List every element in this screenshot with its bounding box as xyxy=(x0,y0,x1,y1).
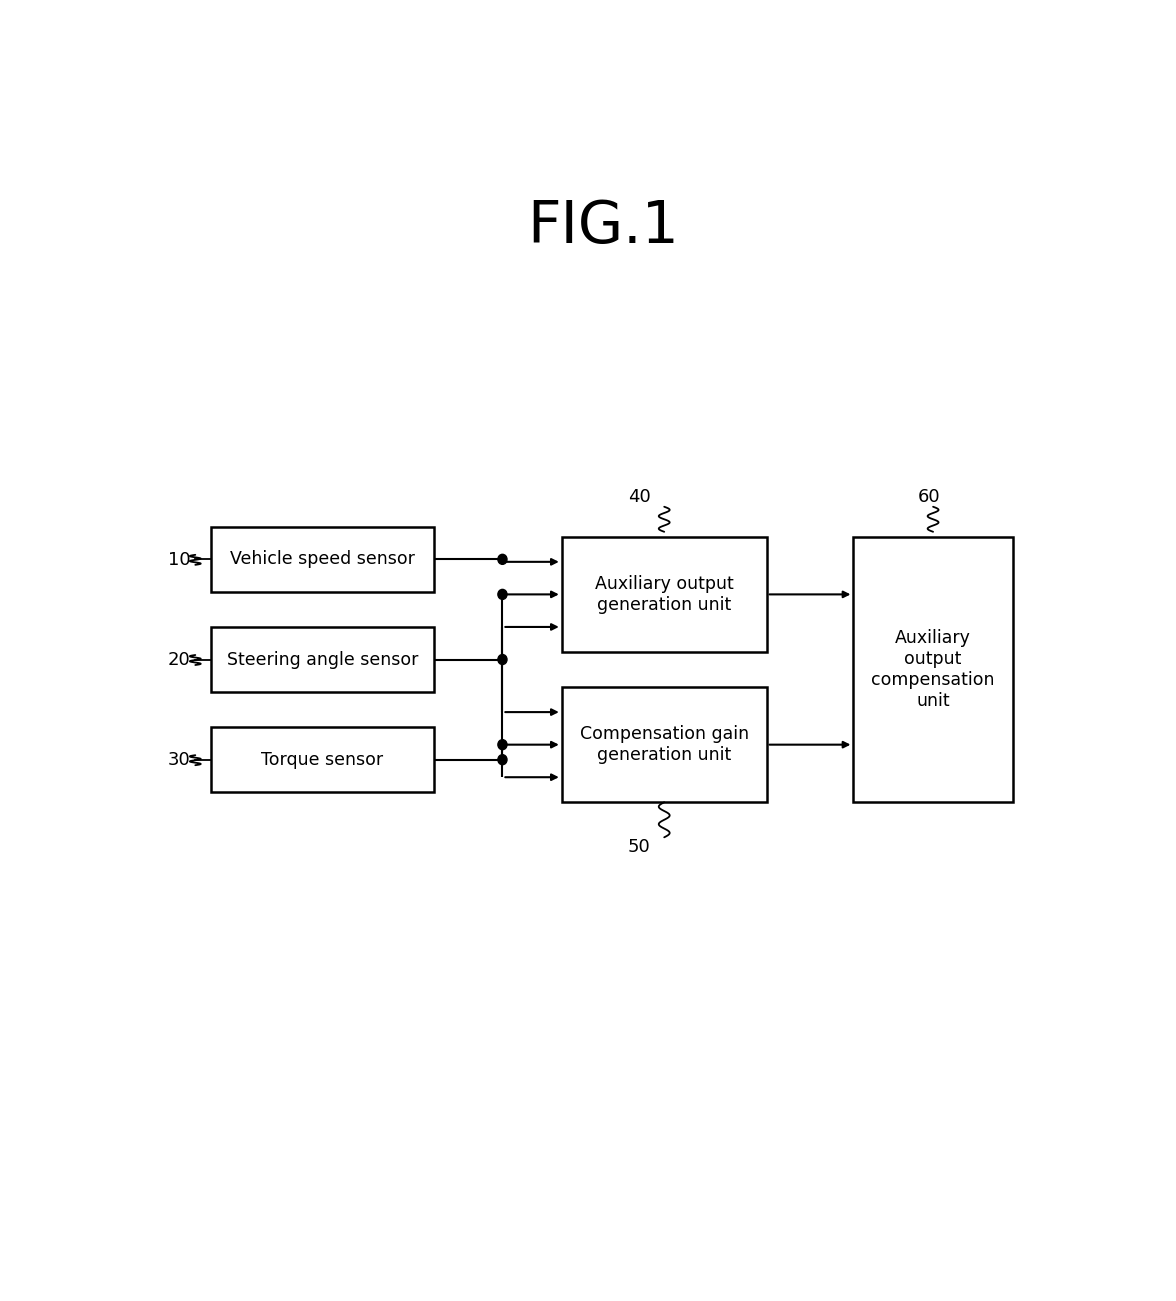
Circle shape xyxy=(497,755,507,765)
Text: 50: 50 xyxy=(628,838,650,856)
Bar xyxy=(211,627,434,692)
Text: 60: 60 xyxy=(917,488,941,506)
Text: Auxiliary
output
compensation
unit: Auxiliary output compensation unit xyxy=(871,630,995,710)
Text: Auxiliary output
generation unit: Auxiliary output generation unit xyxy=(595,575,734,614)
Bar xyxy=(562,537,767,652)
Bar xyxy=(211,727,434,792)
Text: FIG.1: FIG.1 xyxy=(527,198,679,255)
Text: Compensation gain
generation unit: Compensation gain generation unit xyxy=(580,725,749,764)
Text: Steering angle sensor: Steering angle sensor xyxy=(227,650,419,669)
Text: 40: 40 xyxy=(628,488,650,506)
Circle shape xyxy=(497,554,507,565)
Circle shape xyxy=(497,740,507,749)
Text: Vehicle speed sensor: Vehicle speed sensor xyxy=(230,550,415,569)
Bar xyxy=(854,537,1013,803)
Bar xyxy=(211,527,434,592)
Text: 10: 10 xyxy=(168,550,191,569)
Bar xyxy=(562,687,767,803)
Text: Torque sensor: Torque sensor xyxy=(261,751,383,769)
Text: 20: 20 xyxy=(167,650,191,669)
Circle shape xyxy=(497,589,507,600)
Circle shape xyxy=(497,654,507,665)
Text: 30: 30 xyxy=(167,751,191,769)
